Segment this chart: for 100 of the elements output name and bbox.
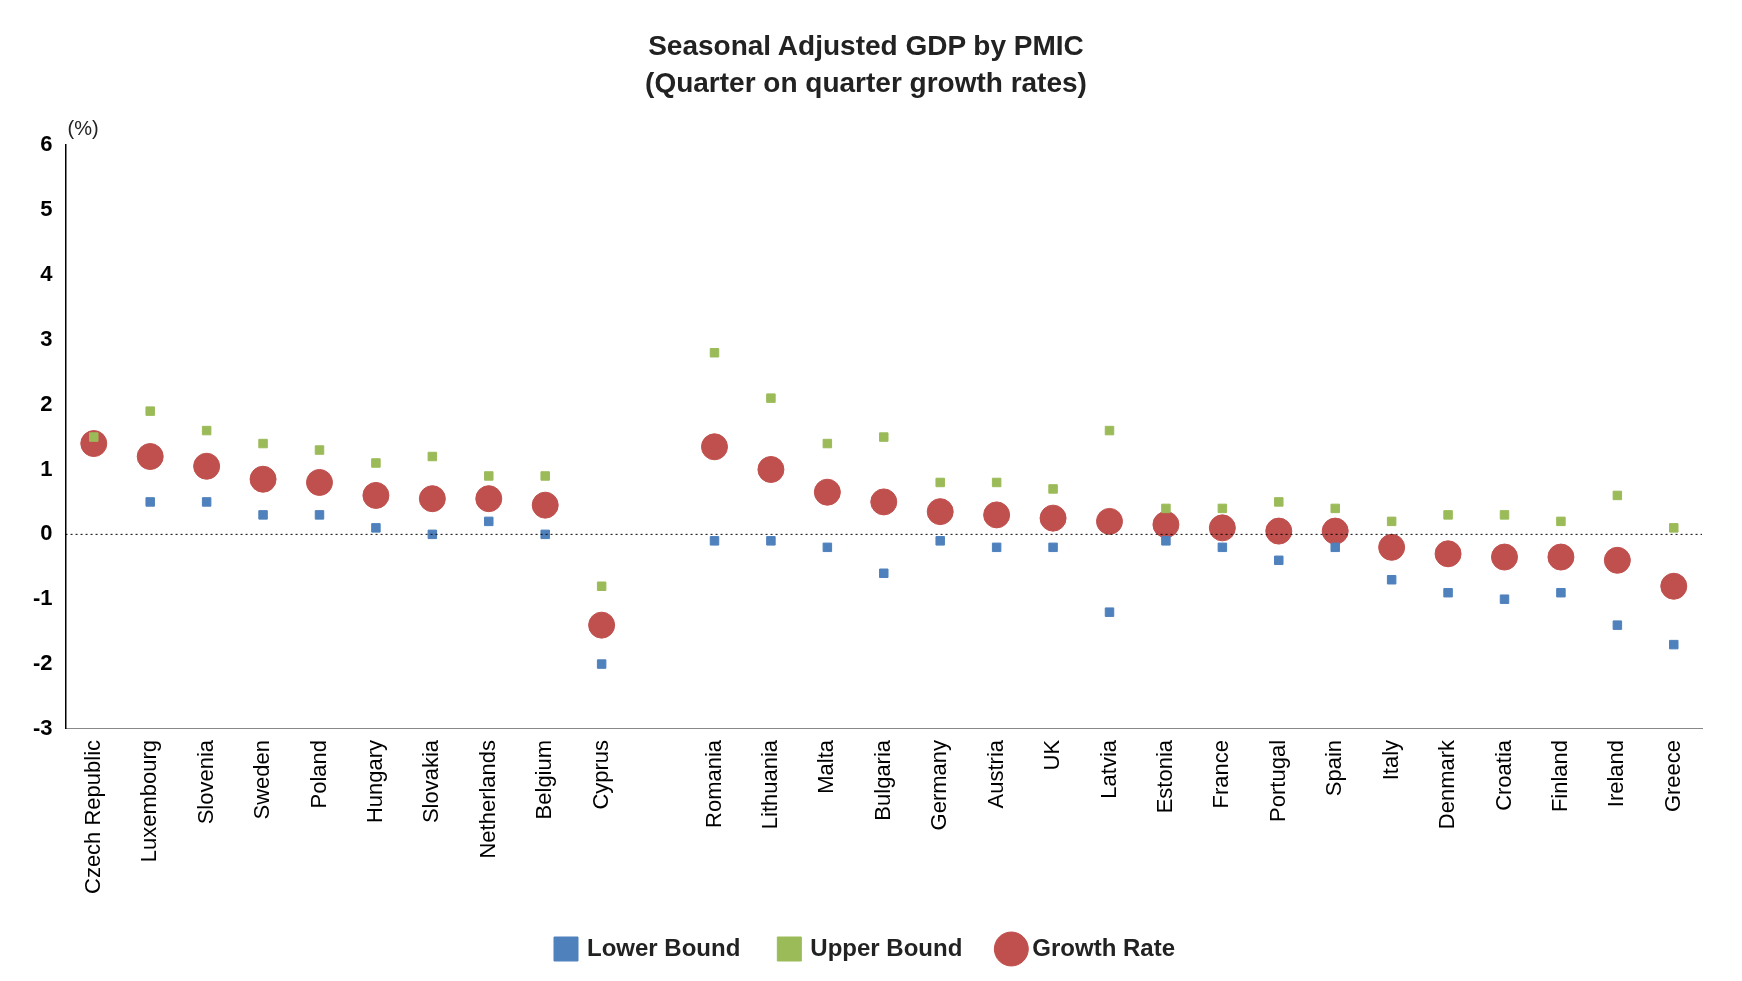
point [1499,510,1510,520]
point [1039,504,1067,532]
point [1434,540,1462,568]
y-tick-label: 2 [40,390,53,416]
y-tick-label: 6 [40,131,53,157]
point [484,471,494,481]
point [870,488,898,516]
legend-label: Lower Bound [587,933,741,961]
legend-label: Upper Bound [810,933,963,961]
point [1443,587,1453,598]
point [305,468,333,496]
point [1669,523,1679,533]
x-tick-label: Greece [1659,739,1685,813]
point [362,481,390,509]
point [813,478,841,506]
point [475,485,503,513]
point [314,445,325,455]
point [1104,425,1115,436]
point [1612,490,1623,501]
y-tick-label: 1 [40,455,53,481]
point [935,477,945,488]
point [1217,542,1228,553]
point [1330,503,1340,514]
y-axis-title: (%) [67,116,99,139]
x-tick-label: Luxembourg [136,739,162,863]
point [709,536,720,546]
point [89,432,99,442]
point [1217,503,1228,514]
point [588,611,616,639]
point [201,425,212,436]
x-tick-label: Estonia [1151,739,1177,814]
point [1547,543,1575,571]
x-tick-label: Slovakia [418,739,444,824]
point [540,529,550,540]
x-tick-label: Denmark [1434,738,1460,830]
x-tick-label: France [1208,739,1234,809]
x-tick-label: Portugal [1264,739,1290,822]
y-tick-label: -1 [33,585,53,611]
point [314,510,325,520]
x-tick-label: Belgium [531,739,557,820]
point [1499,594,1510,604]
point [991,542,1002,553]
point [596,659,607,669]
point [991,477,1002,488]
y-tick-label: 4 [40,260,54,286]
point [1161,503,1171,514]
y-tick-label: 3 [40,325,53,351]
point [1048,484,1058,494]
point [935,536,945,546]
point [1386,575,1397,585]
point [983,501,1011,529]
x-tick-label: Italy [1377,739,1403,781]
point [427,529,438,540]
point [1265,517,1293,545]
chart-title: Seasonal Adjusted GDP by PMIC [648,29,1084,61]
x-tick-label: UK [1039,739,1065,771]
point [879,568,889,579]
point [484,516,494,527]
point [1208,514,1236,542]
point [1321,517,1349,545]
point [1152,511,1180,539]
point [766,536,776,546]
point [1603,546,1631,574]
x-tick-label: Sweden [249,739,275,820]
point [540,471,550,481]
point [145,497,155,507]
point [596,581,607,591]
point [1556,587,1566,598]
point [1669,639,1679,650]
point [1161,536,1171,546]
point [1443,510,1453,520]
chart-subtitle: (Quarter on quarter growth rates) [645,67,1087,99]
point [249,465,277,493]
point [822,438,833,449]
x-tick-label: Bulgaria [869,739,895,821]
point [193,452,221,480]
point [822,542,833,553]
point [757,455,785,483]
point [418,485,446,513]
x-tick-label: Netherlands [474,739,500,859]
point [1556,516,1566,527]
point [1660,572,1688,600]
x-tick-label: Poland [305,739,331,809]
x-tick-label: Czech Republic [79,739,105,894]
x-tick-label: Ireland [1603,739,1629,808]
point [371,458,381,468]
y-tick-label: 5 [40,196,53,222]
x-tick-label: Romania [700,739,726,828]
legend-label: Growth Rate [1032,933,1175,961]
point [258,438,268,449]
y-tick-label: 0 [40,520,53,546]
point [879,432,889,442]
x-tick-label: Hungary [361,739,387,824]
point [1274,555,1284,566]
point [709,348,720,358]
x-tick-label: Austria [982,739,1008,809]
x-tick-label: Germany [926,739,952,831]
x-tick-label: Slovenia [192,739,218,825]
x-tick-label: Croatia [1490,739,1516,811]
point [766,393,776,403]
